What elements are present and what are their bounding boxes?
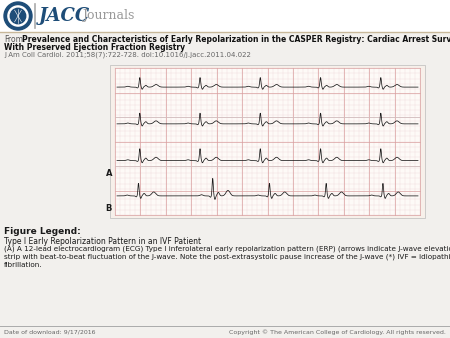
Text: Journals: Journals xyxy=(82,9,135,23)
Circle shape xyxy=(8,6,28,26)
Text: (A) A 12-lead electrocardiogram (ECG) Type I inferolateral early repolarization : (A) A 12-lead electrocardiogram (ECG) Ty… xyxy=(4,246,450,252)
Text: Prevalence and Characteristics of Early Repolarization in the CASPER Registry: C: Prevalence and Characteristics of Early … xyxy=(22,35,450,44)
Text: With Preserved Ejection Fraction Registry: With Preserved Ejection Fraction Registr… xyxy=(4,43,185,52)
Bar xyxy=(110,65,425,218)
Text: Date of download: 9/17/2016: Date of download: 9/17/2016 xyxy=(4,329,95,334)
Circle shape xyxy=(4,2,32,30)
Text: Figure Legend:: Figure Legend: xyxy=(4,227,81,236)
Text: fibrillation.: fibrillation. xyxy=(4,262,42,268)
Bar xyxy=(0,0,450,32)
Bar xyxy=(115,68,420,215)
Text: J Am Coll Cardiol. 2011;58(7):722-728. doi:10.1016/j.jacc.2011.04.022: J Am Coll Cardiol. 2011;58(7):722-728. d… xyxy=(4,51,251,57)
Text: B: B xyxy=(106,204,112,213)
Text: A: A xyxy=(105,169,112,177)
Text: From:: From: xyxy=(4,35,26,44)
Text: JACC: JACC xyxy=(39,7,90,25)
Circle shape xyxy=(10,8,26,24)
Text: Type I Early Repolarization Pattern in an IVF Patient: Type I Early Repolarization Pattern in a… xyxy=(4,237,201,246)
Text: strip with beat-to-beat fluctuation of the J-wave. Note the post-extrasystolic p: strip with beat-to-beat fluctuation of t… xyxy=(4,254,450,261)
Text: Copyright © The American College of Cardiology. All rights reserved.: Copyright © The American College of Card… xyxy=(229,329,446,335)
